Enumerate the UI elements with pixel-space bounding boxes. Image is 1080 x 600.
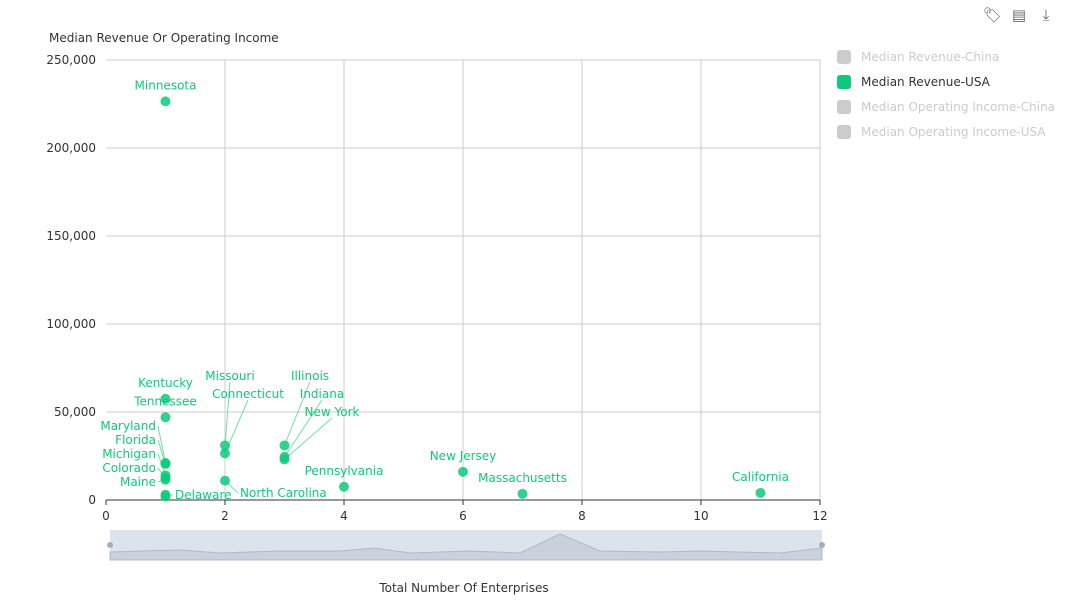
datazoom-handle-right[interactable]	[819, 542, 825, 548]
data-point	[220, 475, 230, 486]
data-label: California	[732, 470, 789, 484]
data-label: New Jersey	[430, 449, 497, 463]
data-label: Indiana	[300, 387, 344, 401]
label-leader-line	[284, 417, 333, 460]
legend-item[interactable]: Median Revenue-China	[837, 44, 1055, 69]
y-tick-label: 0	[88, 493, 96, 507]
data-label: Michigan	[102, 447, 156, 461]
x-tick-label: 0	[102, 509, 110, 523]
data-label: New York	[305, 405, 360, 419]
x-tick-label: 10	[693, 509, 708, 523]
data-point	[160, 393, 171, 404]
data-point	[160, 458, 171, 469]
label-leader-line	[157, 425, 166, 464]
data-label: Massachusetts	[478, 471, 567, 485]
x-tick-label: 12	[812, 509, 827, 523]
legend: Median Revenue-China Median Revenue-USA …	[837, 44, 1055, 144]
data-label: Missouri	[205, 369, 254, 383]
data-label: Illinois	[291, 369, 329, 383]
data-view-icon[interactable]: ▤	[1011, 6, 1027, 24]
y-axis-title: Median Revenue Or Operating Income	[49, 31, 279, 45]
data-label: Minnesota	[135, 78, 197, 92]
label-leader-line	[224, 381, 231, 446]
data-point	[220, 448, 230, 459]
data-point	[339, 481, 349, 492]
datazoom-handle-left[interactable]	[107, 542, 113, 548]
data-point	[160, 474, 171, 485]
y-tick-label: 200,000	[46, 141, 96, 155]
data-point	[160, 412, 171, 423]
datazoom-preview	[109, 533, 823, 561]
data-point	[517, 488, 528, 499]
toolbar: 🏷 ▤ ⤓	[983, 6, 1055, 24]
x-tick-label: 6	[459, 509, 467, 523]
data-label: Pennsylvania	[305, 464, 384, 478]
data-label: Maine	[120, 475, 156, 489]
data-label: Connecticut	[212, 387, 284, 401]
label-leader-line	[224, 399, 249, 454]
data-label: Colorado	[102, 461, 156, 475]
x-tick-label: 4	[340, 509, 348, 523]
data-point	[279, 440, 290, 451]
x-axis-title: Total Number Of Enterprises	[378, 581, 548, 595]
y-tick-label: 250,000	[46, 53, 96, 67]
data-point	[160, 491, 171, 502]
legend-swatch	[837, 124, 851, 139]
legend-label: Median Operating Income-China	[861, 99, 1056, 114]
label-leader-line	[284, 399, 323, 458]
tag-icon[interactable]: 🏷	[983, 6, 1003, 24]
legend-item[interactable]: Median Operating Income-USA	[837, 119, 1055, 144]
legend-swatch	[837, 49, 851, 64]
data-label: Kentucky	[138, 376, 193, 390]
data-label: Delaware	[175, 488, 232, 502]
data-label: Tennessee	[133, 394, 197, 408]
y-tick-label: 150,000	[46, 229, 96, 243]
legend-label: Median Revenue-China	[861, 49, 1000, 64]
y-tick-label: 50,000	[54, 405, 96, 419]
data-point	[458, 466, 468, 477]
legend-label: Median Operating Income-USA	[861, 124, 1046, 139]
legend-swatch	[837, 74, 851, 89]
x-tick-label: 2	[221, 509, 229, 523]
legend-label: Median Revenue-USA	[861, 74, 990, 89]
data-point	[755, 487, 766, 498]
data-point	[279, 454, 290, 465]
legend-item[interactable]: Median Operating Income-China	[837, 94, 1055, 119]
download-icon[interactable]: ⤓	[1042, 6, 1050, 24]
data-label: North Carolina	[240, 486, 327, 500]
data-point	[160, 96, 171, 107]
x-tick-label: 8	[578, 509, 586, 523]
data-label: Florida	[115, 433, 156, 447]
y-tick-label: 100,000	[46, 317, 96, 331]
legend-item[interactable]: Median Revenue-USA	[837, 69, 1055, 94]
legend-swatch	[837, 99, 851, 114]
label-leader-line	[284, 381, 311, 446]
data-label: Maryland	[100, 419, 156, 433]
